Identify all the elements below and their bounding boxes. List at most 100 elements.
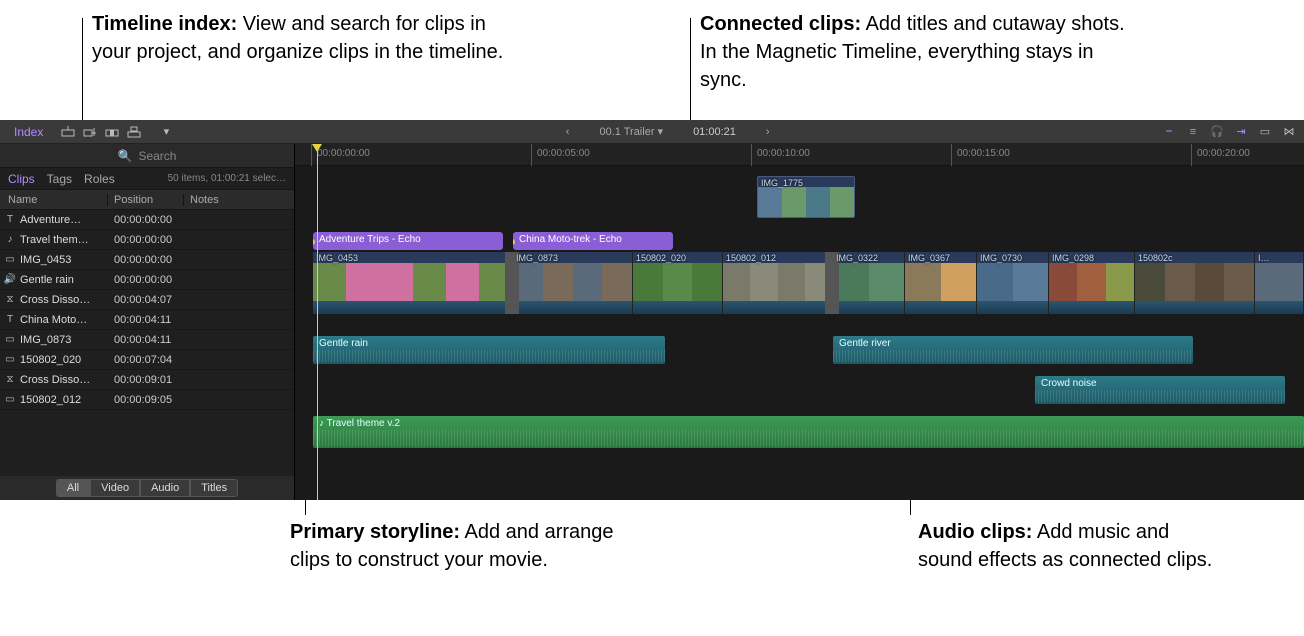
music-clip[interactable]: ♪ Travel theme v.2 (313, 416, 1304, 448)
row-type-icon: ▭ (0, 394, 20, 405)
timeline-window: Index ▾ ‹ 00.1 Trailer ▾ 01:00:21 › ⎯ ≡ … (0, 120, 1304, 500)
ruler-tick: 00:00:20:00 (1197, 148, 1250, 159)
history-forward-button[interactable]: › (766, 126, 770, 138)
audio-waveform (1035, 390, 1285, 402)
timeline-area[interactable]: 00:00:00:0000:00:05:0000:00:10:0000:00:1… (295, 144, 1304, 500)
clip-label: IMG_0298 (1052, 253, 1094, 263)
index-row[interactable]: TChina Moto…00:00:04:11 (0, 310, 294, 330)
index-search-field[interactable]: 🔍 Search (0, 144, 294, 168)
filter-audio[interactable]: Audio (140, 479, 190, 497)
audio-clip[interactable]: Gentle rain (313, 336, 665, 364)
clip-audio-waveform (1135, 301, 1254, 314)
skimming-icon[interactable]: ⎯ (1160, 125, 1178, 139)
append-icon[interactable] (81, 125, 99, 139)
index-row[interactable]: ▭150802_01200:00:09:05 (0, 390, 294, 410)
index-row[interactable]: 🔊Gentle rain00:00:00:00 (0, 270, 294, 290)
connected-clip[interactable]: IMG_1775 (757, 176, 855, 218)
title-clip[interactable]: Adventure Trips - Echo (313, 232, 503, 250)
index-row[interactable]: ▭150802_02000:00:07:04 (0, 350, 294, 370)
callout-line (82, 18, 83, 132)
audio-skimming-icon[interactable]: ≡ (1184, 125, 1202, 139)
row-name: IMG_0453 (20, 254, 108, 266)
index-button[interactable]: Index (6, 125, 51, 139)
storyline-clip[interactable]: IMG_0322 (833, 252, 905, 314)
storyline-clip[interactable]: 150802c (1135, 252, 1255, 314)
history-back-button[interactable]: ‹ (566, 126, 570, 138)
storyline-clip[interactable]: IMG_0367 (905, 252, 977, 314)
index-rows: TAdventure…00:00:00:00♪Travel them…00:00… (0, 210, 294, 476)
clip-label: IMG_1775 (761, 178, 803, 188)
ruler-tick: 00:00:05:00 (537, 148, 590, 159)
col-position[interactable]: Position (108, 194, 184, 206)
playhead[interactable] (317, 144, 318, 500)
row-type-icon: ⧖ (0, 374, 20, 385)
row-type-icon: ♪ (0, 234, 20, 245)
storyline-clip[interactable]: IMG_0453 (313, 252, 513, 314)
row-name: Travel them… (20, 234, 108, 246)
row-position: 00:00:00:00 (108, 214, 184, 226)
index-row[interactable]: TAdventure…00:00:00:00 (0, 210, 294, 230)
clip-audio-waveform (513, 301, 632, 314)
storyline-clip[interactable]: 150802_012 (723, 252, 833, 314)
callout-audio-clips: Audio clips: Add music and sound effects… (918, 518, 1228, 574)
storyline-clip[interactable]: IMG_0873 (513, 252, 633, 314)
index-row[interactable]: ▭IMG_045300:00:00:00 (0, 250, 294, 270)
row-type-icon: 🔊 (0, 274, 20, 285)
audio-clip[interactable]: Crowd noise (1035, 376, 1285, 404)
clip-label: IMG_0873 (516, 253, 558, 263)
storyline-clip[interactable]: IMG_0730 (977, 252, 1049, 314)
col-name[interactable]: Name (0, 194, 108, 206)
audio-clip[interactable]: Gentle river (833, 336, 1193, 364)
callout-primary-storyline: Primary storyline: Add and arrange clips… (290, 518, 620, 574)
project-name-label[interactable]: 00.1 Trailer ▾ (599, 125, 663, 138)
index-row[interactable]: ▭IMG_087300:00:04:11 (0, 330, 294, 350)
clip-audio-waveform (1049, 301, 1134, 314)
col-notes[interactable]: Notes (184, 194, 294, 206)
overwrite-icon[interactable] (103, 125, 121, 139)
row-position: 00:00:00:00 (108, 234, 184, 246)
row-name: Cross Disso… (20, 374, 108, 386)
ruler-tick: 00:00:10:00 (757, 148, 810, 159)
insert-icon[interactable] (59, 125, 77, 139)
zoom-to-fit-icon[interactable]: ⋈ (1280, 125, 1298, 139)
clip-audio-waveform (833, 301, 904, 314)
row-position: 00:00:07:04 (108, 354, 184, 366)
clip-label: IMG_0322 (836, 253, 878, 263)
index-row[interactable]: ♪Travel them…00:00:00:00 (0, 230, 294, 250)
storyline-clip[interactable]: 150802_020 (633, 252, 723, 314)
timeline-ruler[interactable]: 00:00:00:0000:00:05:0000:00:10:0000:00:1… (295, 144, 1304, 166)
title-clip[interactable]: China Moto-trek - Echo (513, 232, 673, 250)
solo-icon[interactable]: 🎧 (1208, 125, 1226, 139)
select-tool-icon[interactable]: ▾ (157, 125, 175, 139)
selection-summary: 50 items, 01:00:21 selec… (168, 173, 286, 184)
row-type-icon: T (0, 314, 20, 325)
filter-all[interactable]: All (56, 479, 90, 497)
filter-video[interactable]: Video (90, 479, 140, 497)
index-row[interactable]: ⧖Cross Disso…00:00:09:01 (0, 370, 294, 390)
clip-label: 150802c (1138, 253, 1173, 263)
clip-appearance-icon[interactable]: ▭ (1256, 125, 1274, 139)
row-position: 00:00:04:11 (108, 334, 184, 346)
clip-label: Crowd noise (1041, 378, 1097, 389)
tab-roles[interactable]: Roles (84, 172, 115, 186)
ruler-tick: 00:00:15:00 (957, 148, 1010, 159)
row-type-icon: T (0, 214, 20, 225)
row-position: 00:00:04:07 (108, 294, 184, 306)
search-placeholder: Search (138, 149, 176, 163)
row-type-icon: ▭ (0, 254, 20, 265)
row-position: 00:00:04:11 (108, 314, 184, 326)
row-position: 00:00:00:00 (108, 274, 184, 286)
row-name: Cross Disso… (20, 294, 108, 306)
clip-audio-waveform (977, 301, 1048, 314)
snapping-icon[interactable]: ⇥ (1232, 125, 1250, 139)
row-position: 00:00:09:01 (108, 374, 184, 386)
storyline-clip[interactable]: I… (1255, 252, 1304, 314)
connect-icon[interactable] (125, 125, 143, 139)
index-row[interactable]: ⧖Cross Disso…00:00:04:07 (0, 290, 294, 310)
filter-titles[interactable]: Titles (190, 479, 238, 497)
tab-tags[interactable]: Tags (47, 172, 72, 186)
callout-timeline-index: Timeline index: View and search for clip… (92, 10, 512, 66)
clip-label: Gentle rain (319, 338, 368, 349)
tab-clips[interactable]: Clips (8, 172, 35, 186)
storyline-clip[interactable]: IMG_0298 (1049, 252, 1135, 314)
